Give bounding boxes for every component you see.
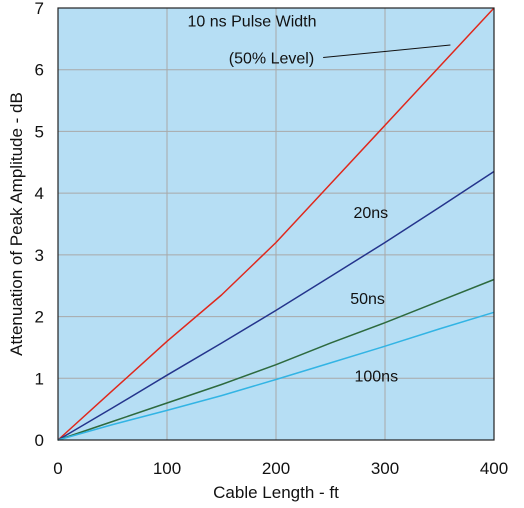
y-tick-label-6: 6 bbox=[35, 61, 44, 80]
x-tick-labels: 0 100 200 300 400 bbox=[53, 459, 508, 478]
series-line-3 bbox=[57, 311, 495, 441]
series-line-2 bbox=[57, 278, 495, 441]
plot-frame bbox=[57, 7, 495, 441]
annotation-pulse-50: 50ns bbox=[350, 291, 385, 308]
y-tick-label-7: 7 bbox=[35, 0, 44, 18]
y-tick-labels: 0 1 2 3 4 5 6 7 bbox=[35, 0, 44, 450]
series-line-1 bbox=[57, 170, 495, 441]
x-axis-title: Cable Length - ft bbox=[213, 483, 339, 502]
annotation-pulse-10-leader bbox=[323, 44, 451, 59]
y-tick-label-4: 4 bbox=[35, 184, 44, 203]
y-tick-label-5: 5 bbox=[35, 122, 44, 141]
x-tick-label-4: 400 bbox=[480, 459, 508, 478]
x-tick-label-2: 200 bbox=[262, 459, 290, 478]
grid bbox=[58, 8, 494, 440]
series-lines bbox=[57, 7, 495, 441]
y-tick-label-0: 0 bbox=[35, 431, 44, 450]
annotation-pulse-10-line2: (50% Level) bbox=[229, 51, 314, 68]
x-tick-label-3: 300 bbox=[371, 459, 399, 478]
x-tick-label-1: 100 bbox=[153, 459, 181, 478]
annotation-pulse-20: 20ns bbox=[353, 205, 388, 222]
annotation-pulse-10-line1: 10 ns Pulse Width bbox=[188, 14, 317, 31]
y-tick-label-1: 1 bbox=[35, 369, 44, 388]
y-tick-label-2: 2 bbox=[35, 308, 44, 327]
annotation-pulse-100: 100ns bbox=[354, 368, 398, 385]
annotations: 10 ns Pulse Width (50% Level) 20ns 50ns 100n… bbox=[188, 14, 451, 385]
y-tick-label-3: 3 bbox=[35, 246, 44, 265]
x-tick-label-0: 0 bbox=[53, 459, 62, 478]
series-line-0 bbox=[57, 7, 495, 441]
y-axis-title: Attenuation of Peak Amplitude - dB bbox=[7, 92, 26, 356]
